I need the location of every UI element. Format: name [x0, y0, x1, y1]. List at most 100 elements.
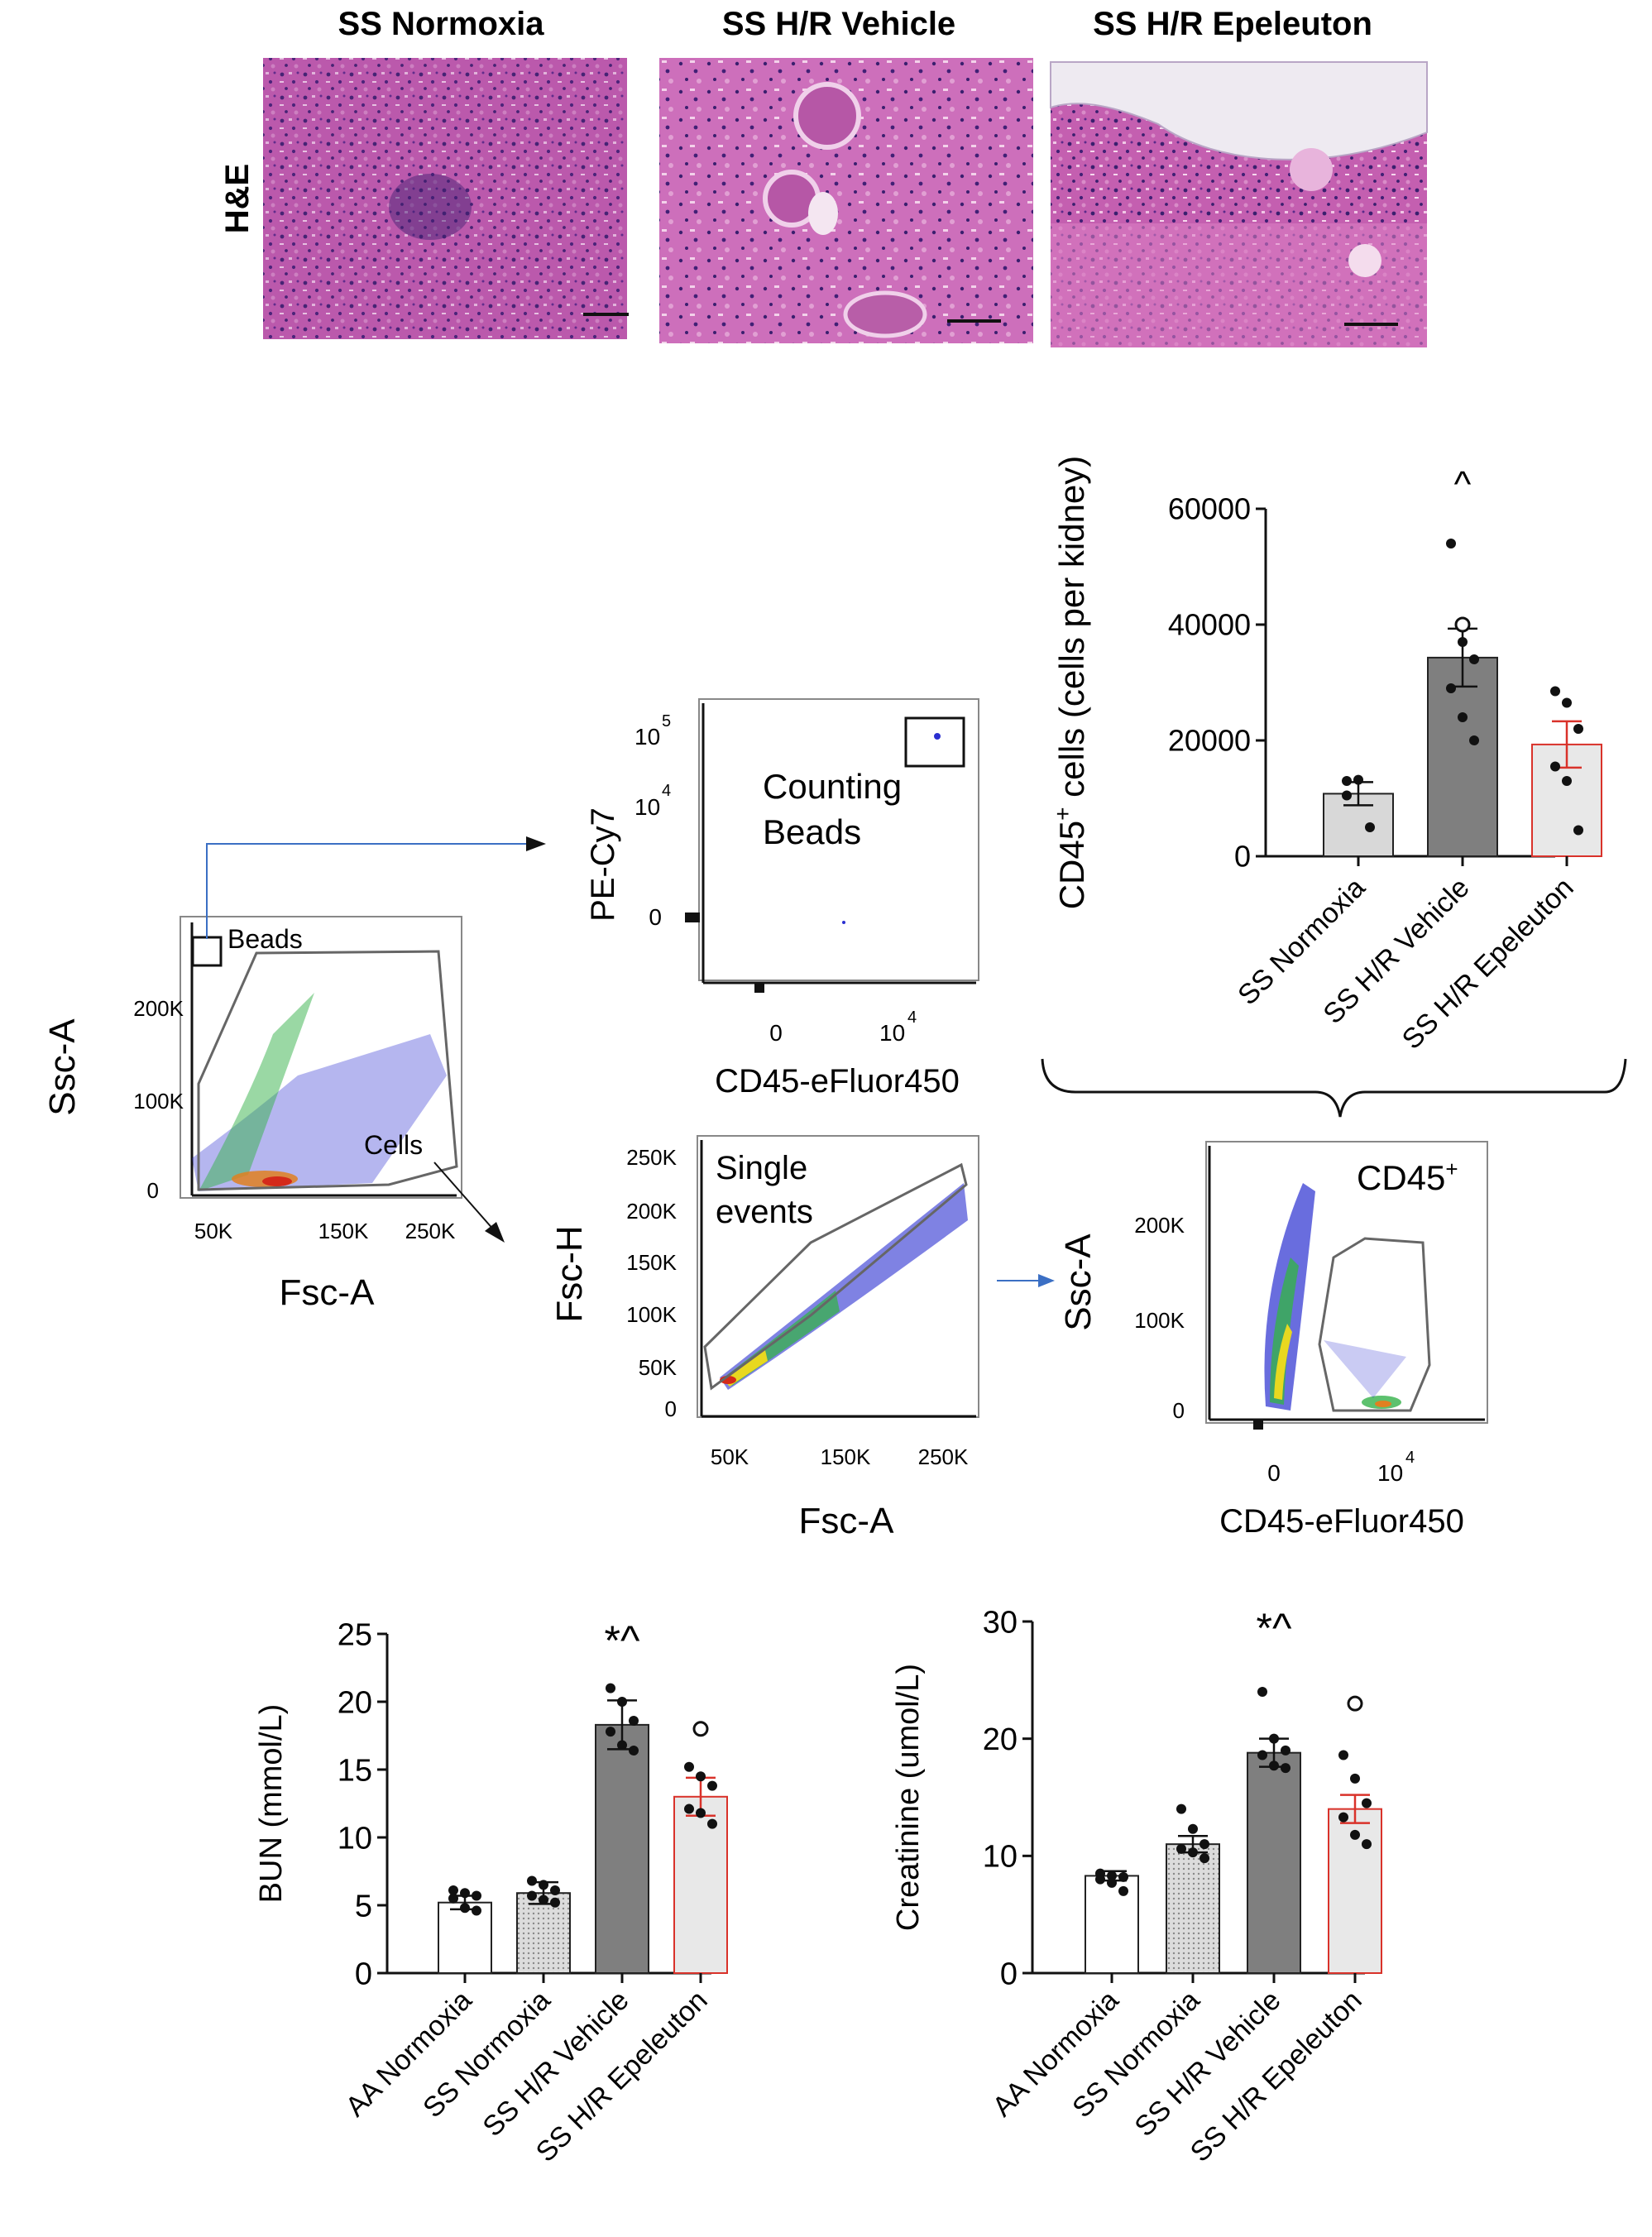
data-point: [527, 1875, 537, 1886]
data-point: [460, 1888, 470, 1899]
cd45-chart: 0 20000 40000 60000 CD45+ cells (cells per k…: [1050, 456, 1602, 1056]
data-point: [617, 1740, 627, 1751]
data-point: [1458, 712, 1468, 722]
data-point: [606, 1683, 615, 1693]
data-point: [1446, 539, 1456, 548]
data-point: [1353, 774, 1363, 785]
data-point: [1281, 1745, 1290, 1756]
flow-gating: Beads Cells 0 100K 200K 50K 150K 250K Fs…: [42, 698, 1627, 1541]
data-point: [472, 1905, 481, 1916]
data-point: [1458, 637, 1468, 647]
gate-label-single: Single: [716, 1150, 807, 1186]
data-point: [550, 1897, 560, 1908]
category-label: SS H/R Vehicle: [1128, 1985, 1286, 2143]
he-row-label: H&E: [219, 164, 256, 233]
he-col-title-3: SS H/R Epeleuton: [1093, 6, 1372, 42]
x-tick: 50K: [711, 1444, 749, 1469]
x-tick: 10: [1377, 1460, 1403, 1486]
data-point: [1095, 1874, 1105, 1885]
outlier-marker: [1347, 1695, 1363, 1712]
data-point: [539, 1895, 548, 1905]
y-tick-label: 10: [338, 1821, 372, 1856]
data-point: [1350, 1773, 1360, 1784]
data-point: [1342, 776, 1352, 786]
y-axis-label: PE-Cy7: [585, 807, 621, 922]
y-tick: 200K: [1134, 1213, 1185, 1238]
outlier-marker: [692, 1721, 709, 1737]
data-point: [1257, 1750, 1267, 1760]
significance-label: ^: [1454, 464, 1472, 505]
arrow-to-singlets: [433, 1162, 496, 1232]
data-point: [629, 1746, 639, 1756]
y-tick-label: 0: [355, 1957, 372, 1991]
y-axis-label: CD45+ cells (cells per kidney): [1050, 456, 1091, 910]
x-tick: 0: [1267, 1460, 1281, 1486]
data-point: [1199, 1853, 1209, 1864]
data-point: [1342, 790, 1352, 801]
x-axis-label: Fsc-A: [280, 1272, 376, 1313]
gate-label-cd45: CD45+: [1357, 1157, 1458, 1197]
gate-label-beads: Beads: [763, 812, 861, 851]
data-point: [460, 1903, 470, 1914]
outlier-marker: [1454, 616, 1471, 633]
y-tick: 200K: [133, 996, 184, 1021]
y-tick: 0: [649, 904, 662, 930]
flow-plot-singlets: Single events 0 50K 100K 150K 200K 250K …: [549, 1135, 979, 1541]
y-tick-label: 20: [983, 1722, 1018, 1757]
data-point: [1107, 1877, 1117, 1888]
gate-cells-label: Cells: [364, 1130, 423, 1160]
data-point: [1269, 1760, 1279, 1771]
he-col-title-1: SS Normoxia: [338, 6, 545, 42]
data-point: [1338, 1750, 1348, 1760]
y-tick-exp: 4: [662, 782, 671, 800]
x-tick: 150K: [318, 1219, 369, 1243]
x-tick-exp: 4: [1405, 1449, 1415, 1467]
data-point: [1338, 1812, 1348, 1823]
bar: [1427, 656, 1498, 858]
bar: [1085, 1875, 1139, 1975]
data-point: [1573, 825, 1583, 836]
gate-beads-label: Beads: [227, 924, 303, 954]
data-point: [606, 1727, 615, 1737]
data-point: [1118, 1885, 1128, 1896]
gate-single-events: [703, 1162, 968, 1391]
y-tick: 50K: [639, 1355, 678, 1380]
data-point: [1362, 1798, 1372, 1808]
x-tick: 250K: [918, 1444, 969, 1469]
y-tick-label: 60000: [1168, 492, 1251, 526]
gate-label-counting: Counting: [763, 767, 902, 806]
x-tick: 250K: [405, 1219, 456, 1243]
y-tick: 10: [634, 794, 660, 820]
flow-plot-cd45: CD45+ 0 100K 200K 0 10 4 CD45-eFluor450 …: [1058, 1141, 1488, 1540]
data-point: [1107, 1871, 1117, 1881]
x-tick-exp: 4: [907, 1008, 917, 1027]
bar: [438, 1901, 492, 1974]
data-point: [1365, 822, 1375, 832]
data-point: [1176, 1843, 1186, 1854]
y-tick: 200K: [626, 1199, 677, 1224]
significance-label: *^: [1257, 1605, 1292, 1651]
y-tick-label: 25: [338, 1617, 372, 1652]
y-tick-label: 0: [1234, 840, 1251, 874]
data-point: [1188, 1847, 1198, 1858]
x-axis-label: Fsc-A: [799, 1501, 895, 1541]
data-point: [1469, 735, 1479, 745]
y-tick: 10: [634, 724, 660, 750]
y-tick-label: 20: [338, 1685, 372, 1720]
data-point: [1362, 1839, 1372, 1850]
data-point: [550, 1885, 560, 1895]
he-image-ss-hr-epeleuton: [1050, 61, 1428, 347]
bar: [1247, 1751, 1301, 1975]
arrow-head: [1038, 1274, 1055, 1287]
data-point: [1550, 686, 1560, 697]
y-tick-label: 15: [338, 1753, 372, 1788]
he-image-ss-hr-vehicle: [659, 58, 1033, 343]
bar: [516, 1892, 571, 1974]
he-image-ss-normoxia: [263, 58, 629, 339]
brace: [1041, 1058, 1627, 1118]
data-point: [617, 1697, 627, 1707]
y-axis-label: Creatinine (umol/L): [891, 1664, 926, 1931]
y-tick-label: 20000: [1168, 724, 1251, 758]
y-tick-label: 0: [1000, 1957, 1018, 1991]
